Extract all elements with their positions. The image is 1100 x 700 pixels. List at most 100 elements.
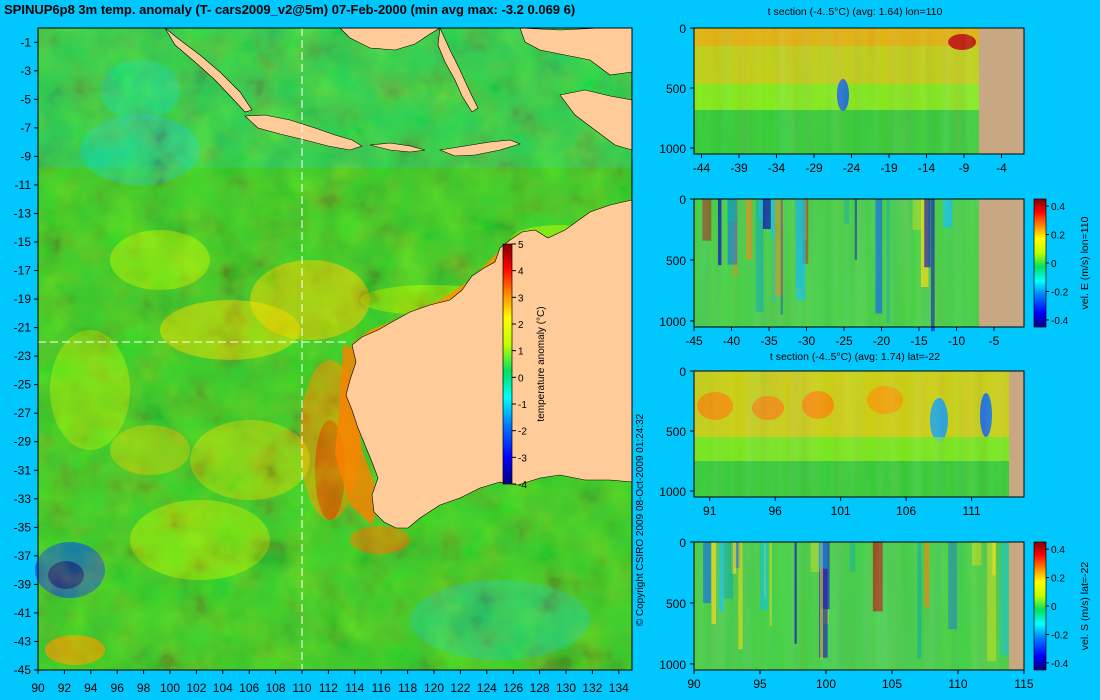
map-y-tick-label: -23 xyxy=(14,349,32,363)
map-y-tick-label: -33 xyxy=(14,492,32,506)
map-x-tick-label: 96 xyxy=(111,681,125,695)
map-x-tick-label: 126 xyxy=(503,681,523,695)
map-colorbar-tick-label: -3 xyxy=(518,453,527,464)
map-y-tick-label: -41 xyxy=(14,606,32,620)
map-y-tick-label: -7 xyxy=(20,121,31,135)
map-colorbar-tick-label: 5 xyxy=(518,240,524,251)
map-x-tick-label: 108 xyxy=(266,681,286,695)
vel-east-x-tick-label: -40 xyxy=(723,334,741,348)
map-x-tick-label: 102 xyxy=(186,681,206,695)
vel-south-x-tick-label: 115 xyxy=(1014,677,1033,691)
vel-south-seabed xyxy=(1009,542,1024,670)
section-lat-frame xyxy=(693,370,1025,498)
vel-south-colorbar-tick-label: 0.2 xyxy=(1051,574,1065,585)
vel-east-frame xyxy=(693,198,1025,328)
section-lon-texture xyxy=(694,28,979,154)
map-leeuwin-band xyxy=(335,345,380,525)
map-colorbar-tick-label: -4 xyxy=(518,480,527,491)
map-y-tick-label: -13 xyxy=(14,206,32,220)
section-lat-y-tick-label: 500 xyxy=(666,425,686,439)
vel-south-y-tick-label: 500 xyxy=(666,597,686,611)
section-lon-x-tick-label: -14 xyxy=(918,161,936,175)
vel-south-colorbar-label: vel. S (m/s) lat=-22 xyxy=(1079,562,1091,651)
map-x-tick-label: 92 xyxy=(58,681,72,695)
vel-east-y-tick-label: 0 xyxy=(679,193,686,207)
vel-south-x-tick-label: 90 xyxy=(687,677,701,691)
section-lat-y-tick-label: 0 xyxy=(679,365,686,379)
section-lat-title: t section (-4..5°C) (avg: 1.74) lat=-22 xyxy=(770,351,940,363)
map-x-tick-label: 118 xyxy=(398,681,417,695)
map-y-tick-label: -35 xyxy=(14,520,32,534)
section-lon-y-tick-label: 1000 xyxy=(659,142,686,156)
vel-south-x-tick-label: 110 xyxy=(948,677,967,691)
vel-east-x-tick-label: -5 xyxy=(989,334,1000,348)
vel-south-panel: 90 95 100 105 110 115 0 500 1000 0.4 0.2 0 -0.2 -0.4… xyxy=(659,536,1091,691)
vel-east-x-tick-label: -15 xyxy=(910,334,928,348)
vel-east-colorbar-ticks: 0.4 0.2 0 -0.2 -0.4 xyxy=(1046,202,1069,327)
section-lat-y-tick-label: 1000 xyxy=(659,485,686,499)
section-lat-panel: t section (-4..5°C) (avg: 1.74) lat=-22 … xyxy=(659,351,1025,518)
vel-south-x-tick-label: 105 xyxy=(882,677,902,691)
vel-east-colorbar-tick-label: -0.4 xyxy=(1051,316,1069,327)
section-lon-seabed xyxy=(979,28,1024,154)
map-y-tick-label: -15 xyxy=(14,235,32,249)
vel-east-colorbar-tick-label: -0.2 xyxy=(1051,287,1069,298)
map-land-java xyxy=(244,114,363,151)
map-colorbar-label: temperature anomaly (°C) xyxy=(536,306,547,421)
map-colorbar: 5 4 3 2 1 0 -1 -2 -3 -4 temperature anomaly (°C) xyxy=(502,240,547,491)
section-lat-x-tick-label: 101 xyxy=(831,504,851,518)
vel-south-frame xyxy=(693,541,1025,671)
section-lat-seabed xyxy=(1009,371,1024,497)
section-lon-x-tick-label: -39 xyxy=(730,161,748,175)
map-x-tick-label: 114 xyxy=(345,681,364,695)
section-lon-panel: t section (-4..5°C) (avg: 1.64) lon=110 … xyxy=(659,6,1025,175)
vel-south-y-tick-label: 1000 xyxy=(659,658,686,672)
map-colorbar-tick-label: 3 xyxy=(518,293,524,304)
section-lon-x-tick-label: -24 xyxy=(843,161,861,175)
map-colorbar-ticks: 5 4 3 2 1 0 -1 -2 -3 -4 xyxy=(512,240,527,491)
map-land-timor xyxy=(438,139,521,157)
map-y-tick-label: -45 xyxy=(14,663,32,677)
map-x-axis: 90 92 94 96 98 100 102 104 106 108 110 112 114 116 118… xyxy=(31,670,629,695)
vel-east-y-tick-label: 500 xyxy=(666,254,686,268)
map-land-sulawesi xyxy=(437,26,479,113)
vel-south-colorbar-tick-label: -0.4 xyxy=(1051,659,1069,670)
section-lat-x-tick-label: 111 xyxy=(962,504,981,518)
copyright-text: © Copyright CSIRO 2009 08-Oct-2009 01:24… xyxy=(635,413,646,626)
vel-east-x-tick-label: -30 xyxy=(798,334,816,348)
map-y-tick-label: -25 xyxy=(14,378,32,392)
map-y-tick-label: -37 xyxy=(14,549,32,563)
section-lat-axes: 91 96 101 106 111 0 500 1000 xyxy=(659,365,981,518)
map-y-tick-label: -17 xyxy=(14,264,32,278)
vel-east-x-tick-label: -35 xyxy=(760,334,778,348)
map-y-tick-label: -27 xyxy=(14,406,32,420)
vel-east-seabed xyxy=(979,199,1024,327)
map-y-tick-label: -31 xyxy=(14,463,32,477)
section-lon-x-tick-label: -29 xyxy=(805,161,823,175)
map-colorbar-ramp xyxy=(502,243,513,485)
map-y-tick-label: -1 xyxy=(20,35,31,49)
section-lat-x-tick-label: 106 xyxy=(896,504,916,518)
section-lon-frame xyxy=(693,27,1025,155)
vel-south-axes: 90 95 100 105 110 115 0 500 1000 xyxy=(659,536,1034,691)
section-lon-title: t section (-4..5°C) (avg: 1.64) lon=110 xyxy=(768,6,943,18)
map-x-tick-label: 110 xyxy=(292,681,311,695)
section-lon-x-tick-label: -44 xyxy=(693,161,711,175)
map-x-tick-label: 120 xyxy=(424,681,444,695)
map-colorbar-tick-label: 1 xyxy=(518,347,524,358)
map-x-tick-label: 116 xyxy=(372,681,391,695)
vel-south-y-tick-label: 0 xyxy=(679,536,686,550)
vel-east-y-tick-label: 1000 xyxy=(659,315,686,329)
vel-east-x-tick-label: -20 xyxy=(873,334,891,348)
map-x-tick-label: 132 xyxy=(582,681,602,695)
map-y-tick-label: -43 xyxy=(14,634,32,648)
section-lon-x-tick-label: -19 xyxy=(880,161,898,175)
map-x-tick-label: 90 xyxy=(31,681,45,695)
map-x-tick-label: 98 xyxy=(137,681,151,695)
vel-south-x-tick-label: 100 xyxy=(816,677,836,691)
vel-east-colorbar-label: vel. E (m/s) lon=110 xyxy=(1079,216,1091,309)
map-y-tick-label: -11 xyxy=(15,178,32,192)
map-land-borneo xyxy=(339,27,442,51)
map-colorbar-tick-label: -1 xyxy=(518,400,527,411)
